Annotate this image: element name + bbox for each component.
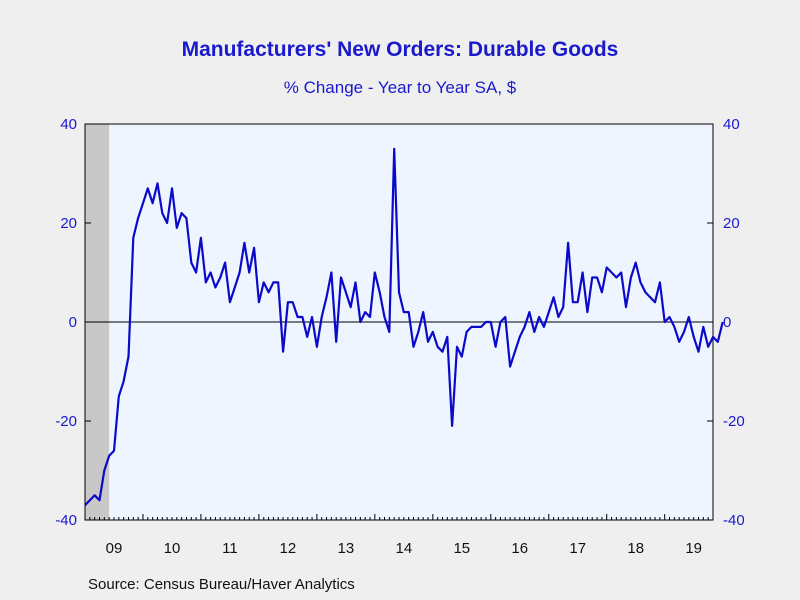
y-tick-label-left: 40 xyxy=(60,116,77,133)
source-note: Source: Census Bureau/Haver Analytics xyxy=(88,576,355,593)
y-tick-label-right: -40 xyxy=(723,512,745,529)
y-tick-label-right: 40 xyxy=(723,116,740,133)
x-tick-label: 14 xyxy=(395,540,412,557)
y-tick-label-left: 0 xyxy=(69,314,77,331)
x-tick-label: 10 xyxy=(164,540,181,557)
x-tick-label: 12 xyxy=(280,540,297,557)
x-tick-label: 09 xyxy=(106,540,123,557)
y-tick-label-left: -40 xyxy=(55,512,77,529)
y-tick-label-right: 20 xyxy=(723,215,740,232)
chart-title: Manufacturers' New Orders: Durable Goods xyxy=(181,38,619,61)
x-tick-label: 16 xyxy=(511,540,528,557)
x-tick-label: 19 xyxy=(685,540,702,557)
x-tick-label: 17 xyxy=(569,540,586,557)
x-tick-label: 13 xyxy=(338,540,355,557)
x-tick-label: 15 xyxy=(453,540,470,557)
y-tick-label-left: 20 xyxy=(60,215,77,232)
series-line xyxy=(84,147,724,506)
y-tick-label-left: -20 xyxy=(55,413,77,430)
chart-subtitle: % Change - Year to Year SA, $ xyxy=(283,78,517,97)
x-tick-label: 18 xyxy=(627,540,644,557)
x-tick-label: 11 xyxy=(222,540,238,557)
y-tick-label-right: 0 xyxy=(723,314,731,331)
y-tick-label-right: -20 xyxy=(723,413,745,430)
